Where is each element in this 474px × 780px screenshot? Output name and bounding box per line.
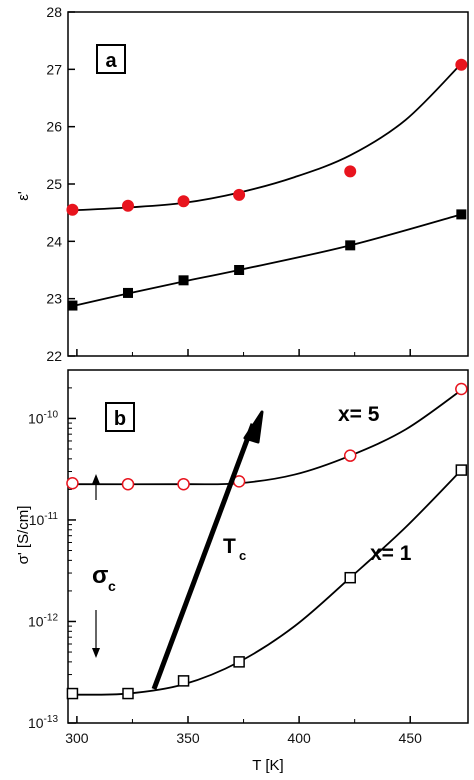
panel-b-xtick-label: 400 xyxy=(287,730,311,746)
panel-b-point-1-2 xyxy=(177,675,190,687)
panel-a-point-0-1 xyxy=(122,199,134,212)
panel-b-label: b xyxy=(114,408,126,430)
panel-b-point-1-0 xyxy=(66,687,79,700)
panel-a-point-1-4 xyxy=(345,240,356,251)
panel-b-point-0-5 xyxy=(455,382,468,396)
panel-b-point-0-2 xyxy=(177,477,190,491)
series-label-x1: x= 1 xyxy=(370,542,412,565)
panel-b-point-1-1 xyxy=(122,687,134,700)
panel-a: 22 23 24 25 26 27 28 a ε' xyxy=(15,4,469,364)
tc-arrow-annotation: T c xyxy=(151,410,264,690)
panel-a-point-0-5 xyxy=(455,58,468,71)
series-label-x5: x= 5 xyxy=(338,403,380,426)
panel-b-xlabel: T [K] xyxy=(252,757,283,774)
panel-b-ytick-label: 10-13 xyxy=(28,714,58,731)
panel-b-point-0-1 xyxy=(121,477,135,491)
panel-a-ytick-label: 27 xyxy=(46,61,62,77)
panel-a-ytick-label: 28 xyxy=(46,4,62,20)
panel-a-point-0-2 xyxy=(177,195,190,208)
sigma-c-subscript: c xyxy=(108,578,116,594)
panel-b-xtick-label: 350 xyxy=(176,730,200,746)
panel-a-point-1-3 xyxy=(234,265,245,275)
panel-a-frame xyxy=(67,11,469,357)
panel-a-ytick-label: 26 xyxy=(46,119,62,135)
tc-subscript: c xyxy=(239,548,246,563)
panel-a-ytick-label: 24 xyxy=(46,233,62,249)
sigma-c-symbol: σ xyxy=(92,562,108,589)
panel-a-ytick-label: 23 xyxy=(46,291,62,307)
panel-a-point-1-1 xyxy=(123,287,133,298)
sigma-c-annotation: σ c xyxy=(92,474,116,658)
panel-b-xtick-label: 300 xyxy=(65,730,89,746)
panel-a-ylabel: ε' xyxy=(15,191,32,201)
tc-symbol: T xyxy=(223,535,236,558)
panel-a-fit-line-0 xyxy=(72,62,462,212)
panel-b-point-0-0 xyxy=(66,476,79,490)
panel-a-label: a xyxy=(105,50,117,72)
panel-b-ytick-label: 10-12 xyxy=(28,612,58,629)
panel-b-point-1-5 xyxy=(455,464,468,476)
panel-a-point-1-2 xyxy=(178,275,189,286)
panel-a-point-0-4 xyxy=(344,165,357,178)
panel-b-point-1-3 xyxy=(233,656,245,668)
panel-a-label-box: a xyxy=(96,44,126,74)
panel-a-point-0-0 xyxy=(66,203,79,216)
panel-a-ytick-label: 22 xyxy=(46,348,62,364)
panel-b-ytick-label: 10-10 xyxy=(28,409,58,426)
panel-b-fit-line-0 xyxy=(72,389,462,486)
panel-b-xtick-label: 450 xyxy=(399,730,423,746)
panel-b-ylabel: σ' [S/cm] xyxy=(15,506,32,565)
panel-a-point-1-0 xyxy=(67,300,78,311)
panel-b-fit-line-1 xyxy=(72,469,462,696)
panel-b-point-1-4 xyxy=(344,571,356,584)
panel-b-ytick-label: 10-11 xyxy=(29,511,59,528)
panel-b: 10-13 10-12 10-11 10-10 300 350 400 450 b σ' [S… xyxy=(15,369,469,774)
panel-a-ytick-label: 25 xyxy=(46,176,62,192)
panel-b-label-box: b xyxy=(105,402,135,432)
panel-a-point-1-5 xyxy=(456,209,467,220)
panel-a-point-0-3 xyxy=(233,188,246,201)
panel-b-point-0-4 xyxy=(343,449,357,462)
